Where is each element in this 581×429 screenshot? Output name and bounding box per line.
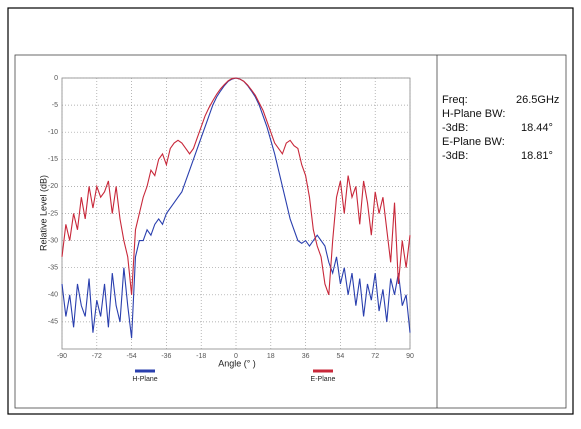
y-tick-label: -35 [48,265,58,272]
y-axis-title: Relative Level (dB) [38,175,48,251]
panel-text: E-Plane BW: [442,136,505,148]
y-tick-label: -45 [48,319,58,326]
x-tick-label: 90 [406,353,414,360]
y-tick-label: -40 [48,292,58,299]
y-tick-label: -10 [48,129,58,136]
panel-text: Freq: [442,94,468,106]
panel-text: 18.81° [521,150,553,162]
x-tick-label: 18 [267,353,275,360]
legend-label: E-Plane [311,376,336,383]
y-tick-label: -25 [48,210,58,217]
x-tick-label: 36 [302,353,310,360]
x-tick-label: 0 [234,353,238,360]
legend-label: H-Plane [132,376,157,383]
y-tick-label: -30 [48,237,58,244]
x-tick-label: -54 [127,353,137,360]
x-tick-label: 54 [337,353,345,360]
x-tick-label: -18 [196,353,206,360]
panel-text: -3dB: [442,150,468,162]
x-tick-label: -90 [57,353,67,360]
panel-text: H-Plane BW: [442,108,505,120]
panel-text: 18.44° [521,122,553,134]
y-tick-label: -5 [52,102,58,109]
y-tick-label: 0 [54,75,58,82]
x-tick-label: -72 [92,353,102,360]
panel-text: 26.5GHz [516,94,559,106]
y-tick-label: -15 [48,156,58,163]
outer-border [7,7,574,415]
panel-text: -3dB: [442,122,468,134]
inner-border [14,54,567,409]
x-tick-label: 72 [371,353,379,360]
x-tick-label: -36 [161,353,171,360]
x-axis-title: Angle (° ) [218,358,256,368]
y-tick-label: -20 [48,183,58,190]
series-line [61,77,411,295]
